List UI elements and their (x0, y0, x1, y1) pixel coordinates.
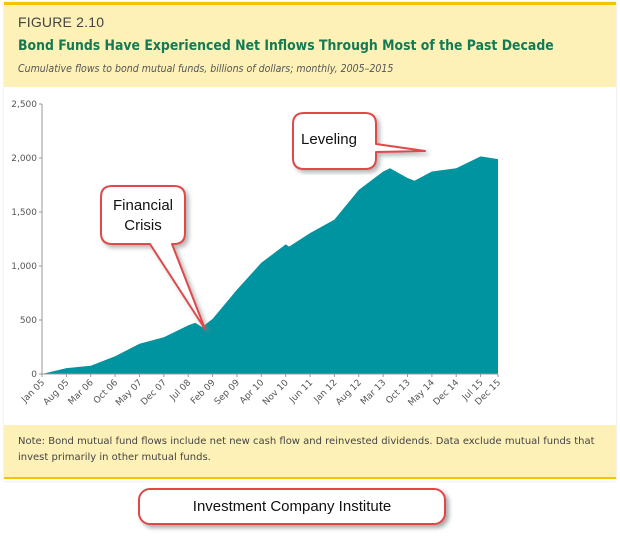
callout-crisis-text: Financial Crisis (102, 196, 184, 236)
note-band: Note: Bond mutual fund flows include net… (4, 425, 616, 479)
y-tick-label: 0 (31, 370, 37, 380)
chart-title: Bond Funds Have Experienced Net Inflows … (18, 38, 554, 54)
y-tick-label: 1,500 (11, 208, 37, 218)
callout-crisis-line2: Crisis (124, 217, 162, 234)
figure-label: FIGURE 2.10 (18, 14, 105, 30)
x-tick-label: Aug 05 (42, 378, 72, 408)
x-tick-label: Sep 09 (213, 378, 242, 407)
y-tick-label: 2,000 (11, 154, 37, 164)
x-tick-label: Jun 11 (287, 378, 315, 406)
y-tick-label: 1,000 (11, 262, 37, 272)
area-series (42, 156, 498, 374)
callout-crisis-line1: Financial (112, 197, 174, 214)
figure-frame: FIGURE 2.10 Bond Funds Have Experienced … (4, 2, 616, 481)
figure-header: FIGURE 2.10 Bond Funds Have Experienced … (4, 5, 616, 87)
chart-subtitle: Cumulative flows to bond mutual funds, b… (18, 63, 394, 75)
source-callout: Investment Company Institute (138, 488, 446, 525)
x-tick-label: Dec 07 (139, 378, 169, 408)
x-tick-label: Mar 06 (67, 378, 96, 407)
note-text: Note: Bond mutual fund flows include net… (18, 436, 595, 463)
x-tick-label: Nov 10 (261, 378, 291, 408)
x-tick-label: May 14 (407, 378, 438, 409)
y-tick-label: 2,500 (11, 100, 37, 110)
x-tick-label: Dec 14 (432, 378, 462, 408)
x-tick-label: Aug 12 (334, 378, 364, 408)
callout-leveling-text: Leveling (301, 131, 357, 148)
callout-leveling-bubble (292, 112, 426, 170)
x-tick-label: May 07 (114, 378, 144, 408)
callout-crisis-bubble (100, 185, 206, 330)
x-tick-label: Mar 13 (359, 378, 388, 407)
y-tick-label: 500 (20, 316, 37, 326)
